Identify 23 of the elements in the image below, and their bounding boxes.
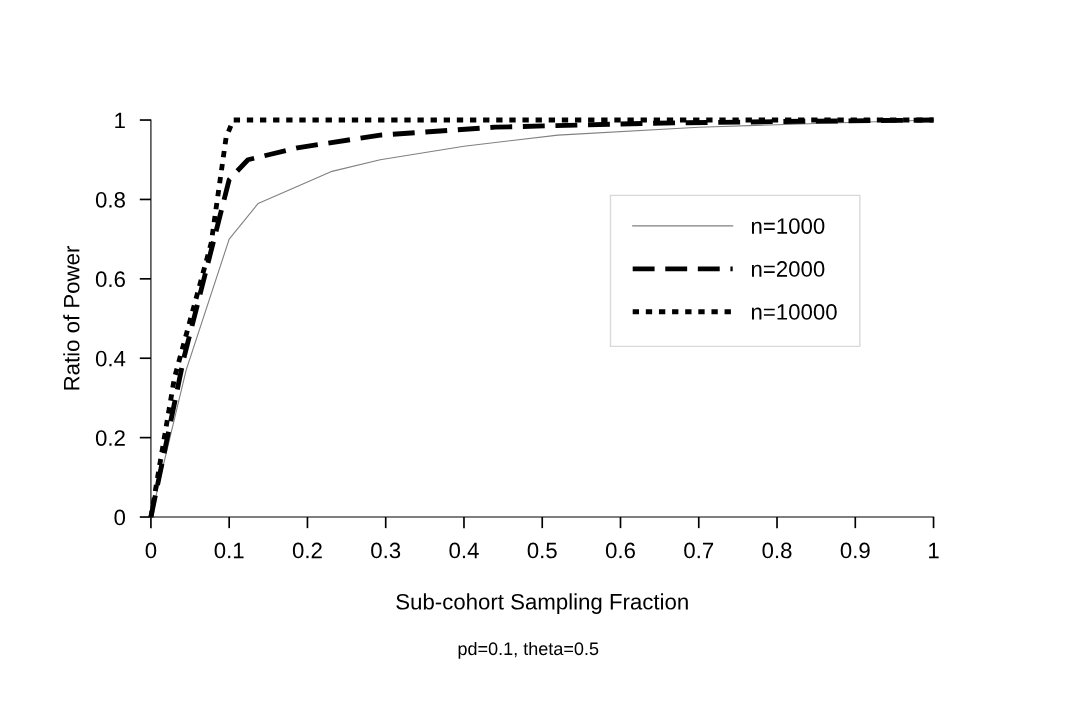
text: pd=0.1, theta=0.5 — [458, 641, 599, 659]
legend-label: n=10000 — [751, 304, 837, 320]
y-tick-label: 1 — [115, 112, 125, 129]
x-tick-label: 0 — [145, 542, 157, 559]
x-tick-label: 0.2 — [292, 542, 322, 559]
y-tick-label: 0 — [114, 509, 126, 526]
x-tick-label: 0.1 — [214, 542, 244, 559]
y-tick-label: 0.8 — [95, 191, 125, 208]
legend-label: n=1000 — [751, 218, 825, 234]
legend-label: n=2000 — [751, 261, 825, 277]
x-tick-label: 1 — [929, 542, 939, 559]
x-tick-label: 0.4 — [449, 542, 479, 559]
x-tick-label: 0.6 — [605, 542, 635, 559]
x-tick-label: 0.9 — [840, 542, 870, 559]
y-axis-title: Ratio of Power — [63, 246, 80, 390]
x-tick-label: 0.8 — [762, 542, 792, 559]
x-tick-label: 0.3 — [371, 542, 401, 559]
y-tick-label: 0.6 — [95, 271, 125, 288]
y-tick-label: 0.4 — [95, 350, 126, 367]
x-tick-label: 0.5 — [527, 542, 557, 559]
x-tick-label: 0.7 — [684, 542, 714, 559]
y-tick-label: 0.2 — [95, 430, 125, 446]
x-axis-title: Sub-cohort Sampling Fraction — [396, 593, 688, 615]
